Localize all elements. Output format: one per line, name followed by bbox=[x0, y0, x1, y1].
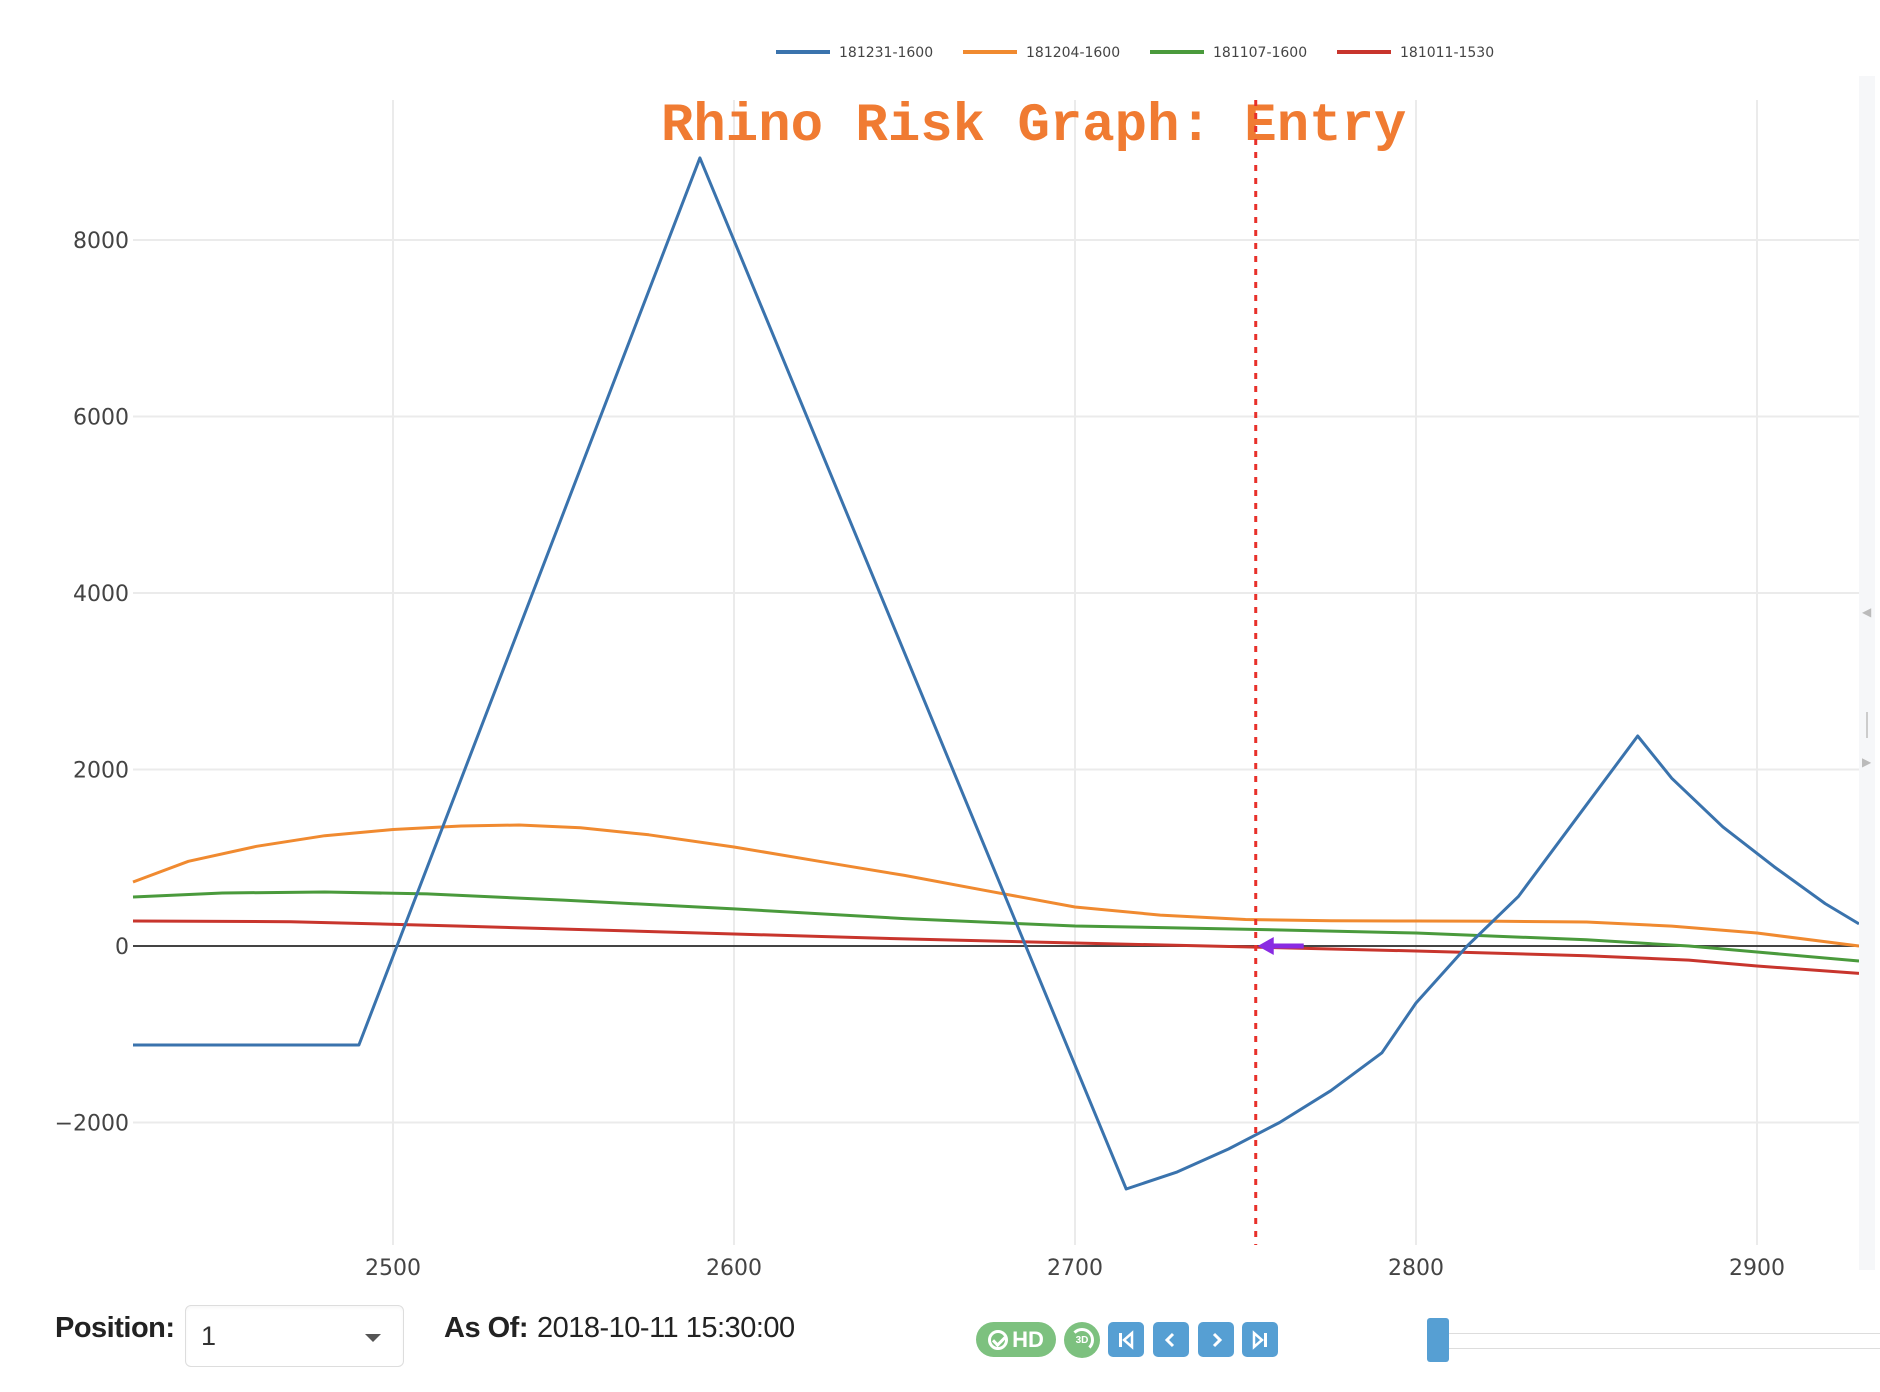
position-select-value: 1 bbox=[201, 1321, 217, 1351]
series-line-181011-1530[interactable] bbox=[132, 919, 1860, 975]
x-tick-label: 2800 bbox=[1388, 1256, 1444, 1281]
series-lines[interactable] bbox=[132, 156, 1860, 1191]
x-tick-label: 2500 bbox=[365, 1256, 421, 1281]
y-tick-label: 2000 bbox=[73, 759, 129, 784]
expand-right-icon[interactable]: ▶ bbox=[1862, 755, 1872, 769]
rotate-3d-button[interactable]: 3D bbox=[1064, 1322, 1100, 1358]
slider-handle[interactable] bbox=[1427, 1318, 1449, 1362]
y-tick-label: 6000 bbox=[73, 406, 129, 431]
y-tick-label: 0 bbox=[115, 935, 129, 960]
check-circle-icon bbox=[988, 1329, 1009, 1350]
series-line-181204-1600[interactable] bbox=[132, 823, 1860, 948]
playback-controls: Position: 1 As Of: 2018-10-11 15:30:00 H… bbox=[0, 1290, 1880, 1392]
chevron-left-icon bbox=[1164, 1332, 1175, 1347]
side-panel-splitter[interactable]: ◀ ▶ bbox=[1859, 76, 1875, 1270]
skip-forward-icon bbox=[1252, 1329, 1267, 1350]
hd-label: HD bbox=[1012, 1326, 1044, 1352]
hd-toggle-button[interactable]: HD bbox=[976, 1322, 1056, 1357]
x-tick-label: 2700 bbox=[1047, 1256, 1103, 1281]
splitter-handle[interactable] bbox=[1866, 712, 1868, 738]
last-frame-button[interactable] bbox=[1242, 1322, 1278, 1357]
y-axis-ticks: −2000 0 2000 4000 6000 8000 bbox=[55, 229, 129, 1137]
price-arrow-icon bbox=[1257, 937, 1304, 955]
y-tick-label: 8000 bbox=[73, 229, 129, 254]
position-label: Position: bbox=[55, 1312, 175, 1344]
next-frame-button[interactable] bbox=[1198, 1322, 1234, 1357]
series-line-181231-1600[interactable] bbox=[133, 156, 1860, 1191]
x-tick-label: 2900 bbox=[1729, 1256, 1785, 1281]
legend-item[interactable]: 181204-1600 bbox=[963, 45, 1120, 61]
legend-item[interactable]: 181231-1600 bbox=[776, 45, 933, 61]
time-slider[interactable] bbox=[1427, 1318, 1880, 1362]
chevron-right-icon bbox=[1212, 1332, 1223, 1347]
collapse-left-icon[interactable]: ◀ bbox=[1862, 605, 1872, 619]
skip-back-icon bbox=[1119, 1329, 1134, 1350]
y-tick-label: −2000 bbox=[55, 1112, 129, 1137]
as-of-value: 2018-10-11 15:30:00 bbox=[537, 1312, 795, 1344]
as-of-label: As Of: bbox=[444, 1312, 529, 1344]
legend-label: 181231-1600 bbox=[839, 45, 933, 61]
rotate-3d-icon: 3D bbox=[1075, 1334, 1089, 1346]
y-tick-label: 4000 bbox=[73, 582, 129, 607]
series-line-181107-1600[interactable] bbox=[132, 890, 1860, 963]
legend-label: 181011-1530 bbox=[1400, 45, 1494, 61]
chart-title: Rhino Risk Graph: Entry bbox=[661, 96, 1406, 157]
previous-frame-button[interactable] bbox=[1153, 1322, 1189, 1357]
legend-item[interactable]: 181011-1530 bbox=[1337, 45, 1494, 61]
slider-track[interactable] bbox=[1447, 1333, 1880, 1349]
legend-label: 181107-1600 bbox=[1213, 45, 1307, 61]
legend-label: 181204-1600 bbox=[1026, 45, 1120, 61]
grid-lines bbox=[133, 100, 1859, 1245]
legend-item[interactable]: 181107-1600 bbox=[1150, 45, 1307, 61]
x-axis-ticks: 2500 2600 2700 2800 2900 bbox=[365, 1256, 1785, 1281]
chevron-down-icon bbox=[365, 1334, 381, 1342]
legend[interactable]: 181231-1600 181204-1600 181107-1600 181011-… bbox=[776, 45, 1494, 61]
first-frame-button[interactable] bbox=[1108, 1322, 1144, 1357]
x-tick-label: 2600 bbox=[706, 1256, 762, 1281]
position-select[interactable]: 1 bbox=[185, 1305, 404, 1367]
